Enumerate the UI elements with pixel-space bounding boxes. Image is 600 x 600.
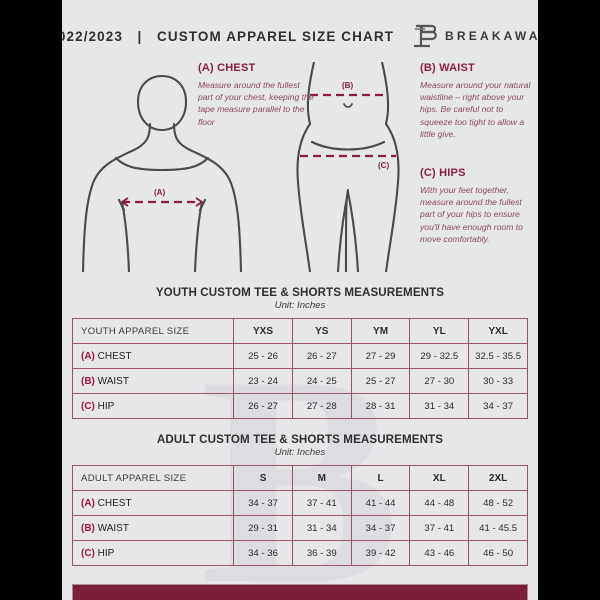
column-header-yxl: YXL <box>468 318 528 344</box>
size-chart-page: B 2022/2023 | CUSTOM APPAREL SIZE CHART … <box>62 0 538 600</box>
row-header-chest: (A) CHEST <box>71 343 235 369</box>
waist-note: (B) WAIST Measure around your natural wa… <box>420 62 532 140</box>
chest-note-body: Measure around the fullest part of your … <box>198 80 314 127</box>
waist-note-title: (B) WAIST <box>420 62 475 74</box>
table-row: (C) HIP 26 - 27 27 - 28 28 - 31 31 - 34 34 - … <box>71 393 528 419</box>
cell-hip-ym: 28 - 31 <box>350 393 411 419</box>
cell-hip-ys: 27 - 28 <box>291 393 352 419</box>
row-tag: (B) <box>81 522 95 534</box>
hips-note-title: (C) HIPS <box>420 167 466 179</box>
cell-waist-m: 31 - 34 <box>291 515 352 541</box>
cell-chest-yxl: 32.5 - 35.5 <box>468 343 528 369</box>
row-header-waist: (B) WAIST <box>71 368 235 394</box>
chest-note-title: (A) CHEST <box>198 62 256 74</box>
row-tag: (C) <box>81 400 95 412</box>
cell-chest-2xl: 48 - 52 <box>468 490 528 516</box>
adult-size-table: ADULT APPAREL SIZE S M L XL 2XL (A) CHEST 34 -… <box>71 465 528 566</box>
season-label: 2022/2023 <box>62 28 123 44</box>
cell-waist-yxl: 30 - 33 <box>468 368 528 394</box>
page-header: 2022/2023 | CUSTOM APPAREL SIZE CHART BR… <box>62 0 538 62</box>
row-header-waist: (B) WAIST <box>71 515 235 541</box>
table-header-row: YOUTH APPAREL SIZE YXS YS YM YL YXL <box>71 318 528 344</box>
hips-note-body: With your feet together, measure around … <box>420 185 523 244</box>
cell-hip-s: 34 - 36 <box>233 540 293 566</box>
cell-chest-xl: 44 - 48 <box>409 490 470 516</box>
row-tag: (B) <box>81 375 95 387</box>
adult-unit-label: Unit: Inches <box>274 447 326 458</box>
footer-band <box>72 584 528 600</box>
cell-hip-yl: 31 - 34 <box>409 393 470 419</box>
header-title-group: 2022/2023 | CUSTOM APPAREL SIZE CHART <box>62 29 394 44</box>
table-row: (B) WAIST 23 - 24 24 - 25 25 - 27 27 - 30 30 … <box>71 368 528 394</box>
column-header-yl: YL <box>409 318 470 344</box>
row-header-hip: (C) HIP <box>71 540 235 566</box>
cell-hip-xl: 43 - 46 <box>409 540 470 566</box>
table-header-row: ADULT APPAREL SIZE S M L XL 2XL <box>71 465 528 491</box>
cell-hip-yxl: 34 - 37 <box>468 393 528 419</box>
adult-table-corner-header: ADULT APPAREL SIZE <box>71 465 235 491</box>
row-header-hip: (C) HIP <box>71 393 235 419</box>
column-header-ys: YS <box>291 318 352 344</box>
youth-table-corner-header: YOUTH APPAREL SIZE <box>71 318 235 344</box>
chest-measure-line: (A) <box>121 188 203 207</box>
cell-waist-xl: 37 - 41 <box>409 515 470 541</box>
front-torso-figure <box>81 74 243 272</box>
column-header-xl: XL <box>409 465 470 491</box>
cell-hip-2xl: 46 - 50 <box>468 540 528 566</box>
column-header-m: M <box>291 465 352 491</box>
column-header-l: L <box>350 465 411 491</box>
column-header-2xl: 2XL <box>468 465 528 491</box>
cell-chest-m: 37 - 41 <box>291 490 352 516</box>
hips-measure-line: (C) <box>300 154 396 170</box>
column-header-ym: YM <box>350 318 411 344</box>
cell-hip-m: 36 - 39 <box>291 540 352 566</box>
hips-marker-label: (C) <box>378 161 389 170</box>
adult-section-title: ADULT CUSTOM TEE & SHORTS MEASUREMENTS <box>156 433 444 446</box>
cell-waist-yl: 27 - 30 <box>409 368 470 394</box>
cell-chest-yxs: 25 - 26 <box>233 343 293 369</box>
cell-chest-s: 34 - 37 <box>233 490 293 516</box>
waist-measure-line: (B) <box>310 81 386 97</box>
cell-hip-l: 39 - 42 <box>350 540 411 566</box>
row-tag: (A) <box>81 497 95 509</box>
adult-section: ADULT CUSTOM TEE & SHORTS MEASUREMENTS U… <box>71 433 528 566</box>
breakaway-b-monogram-icon <box>414 24 437 48</box>
table-row: (C) HIP 34 - 36 36 - 39 39 - 42 43 - 46 46 - … <box>71 540 528 566</box>
brand-lockup: BREAKAWAY <box>412 22 538 50</box>
hips-note: (C) HIPS With your feet together, measur… <box>420 167 532 245</box>
waist-marker-label: (B) <box>342 81 353 90</box>
brand-name: BREAKAWAY <box>445 29 538 43</box>
chest-note: (A) CHEST Measure around the fullest par… <box>198 62 316 128</box>
table-row: (A) CHEST 34 - 37 37 - 41 41 - 44 44 - 48 48 … <box>71 490 528 516</box>
cell-hip-yxs: 26 - 27 <box>233 393 293 419</box>
youth-size-table: YOUTH APPAREL SIZE YXS YS YM YL YXL (A) CHEST… <box>71 318 528 419</box>
cell-waist-s: 29 - 31 <box>233 515 293 541</box>
cell-chest-l: 41 - 44 <box>350 490 411 516</box>
chest-marker-label: (A) <box>154 188 165 197</box>
body-figures-svg: (A) (B) (C) <box>81 62 400 272</box>
cell-waist-ym: 25 - 27 <box>350 368 411 394</box>
cell-chest-ys: 26 - 27 <box>291 343 352 369</box>
measurement-diagram: (A) (B) (C) <box>72 62 530 272</box>
row-tag: (A) <box>81 350 95 362</box>
column-header-yxs: YXS <box>233 318 293 344</box>
row-tag: (C) <box>81 547 95 559</box>
cell-waist-yxs: 23 - 24 <box>233 368 293 394</box>
youth-unit-label: Unit: Inches <box>274 300 326 311</box>
table-row: (A) CHEST 25 - 26 26 - 27 27 - 29 29 - 32.5 3… <box>71 343 528 369</box>
page-title: CUSTOM APPAREL SIZE CHART <box>157 28 395 44</box>
table-row: (B) WAIST 29 - 31 31 - 34 34 - 37 37 - 41 41 … <box>71 515 528 541</box>
cell-chest-ym: 27 - 29 <box>350 343 411 369</box>
header-separator: | <box>137 28 143 44</box>
lower-body-figure <box>296 62 400 272</box>
youth-section-title: YOUTH CUSTOM TEE & SHORTS MEASUREMENTS <box>155 286 445 299</box>
youth-section: YOUTH CUSTOM TEE & SHORTS MEASUREMENTS U… <box>71 286 528 419</box>
cell-chest-yl: 29 - 32.5 <box>409 343 470 369</box>
waist-note-body: Measure around your natural waistline – … <box>420 80 531 139</box>
cell-waist-l: 34 - 37 <box>350 515 411 541</box>
cell-waist-2xl: 41 - 45.5 <box>468 515 528 541</box>
row-header-chest: (A) CHEST <box>71 490 235 516</box>
column-header-s: S <box>233 465 293 491</box>
cell-waist-ys: 24 - 25 <box>291 368 352 394</box>
